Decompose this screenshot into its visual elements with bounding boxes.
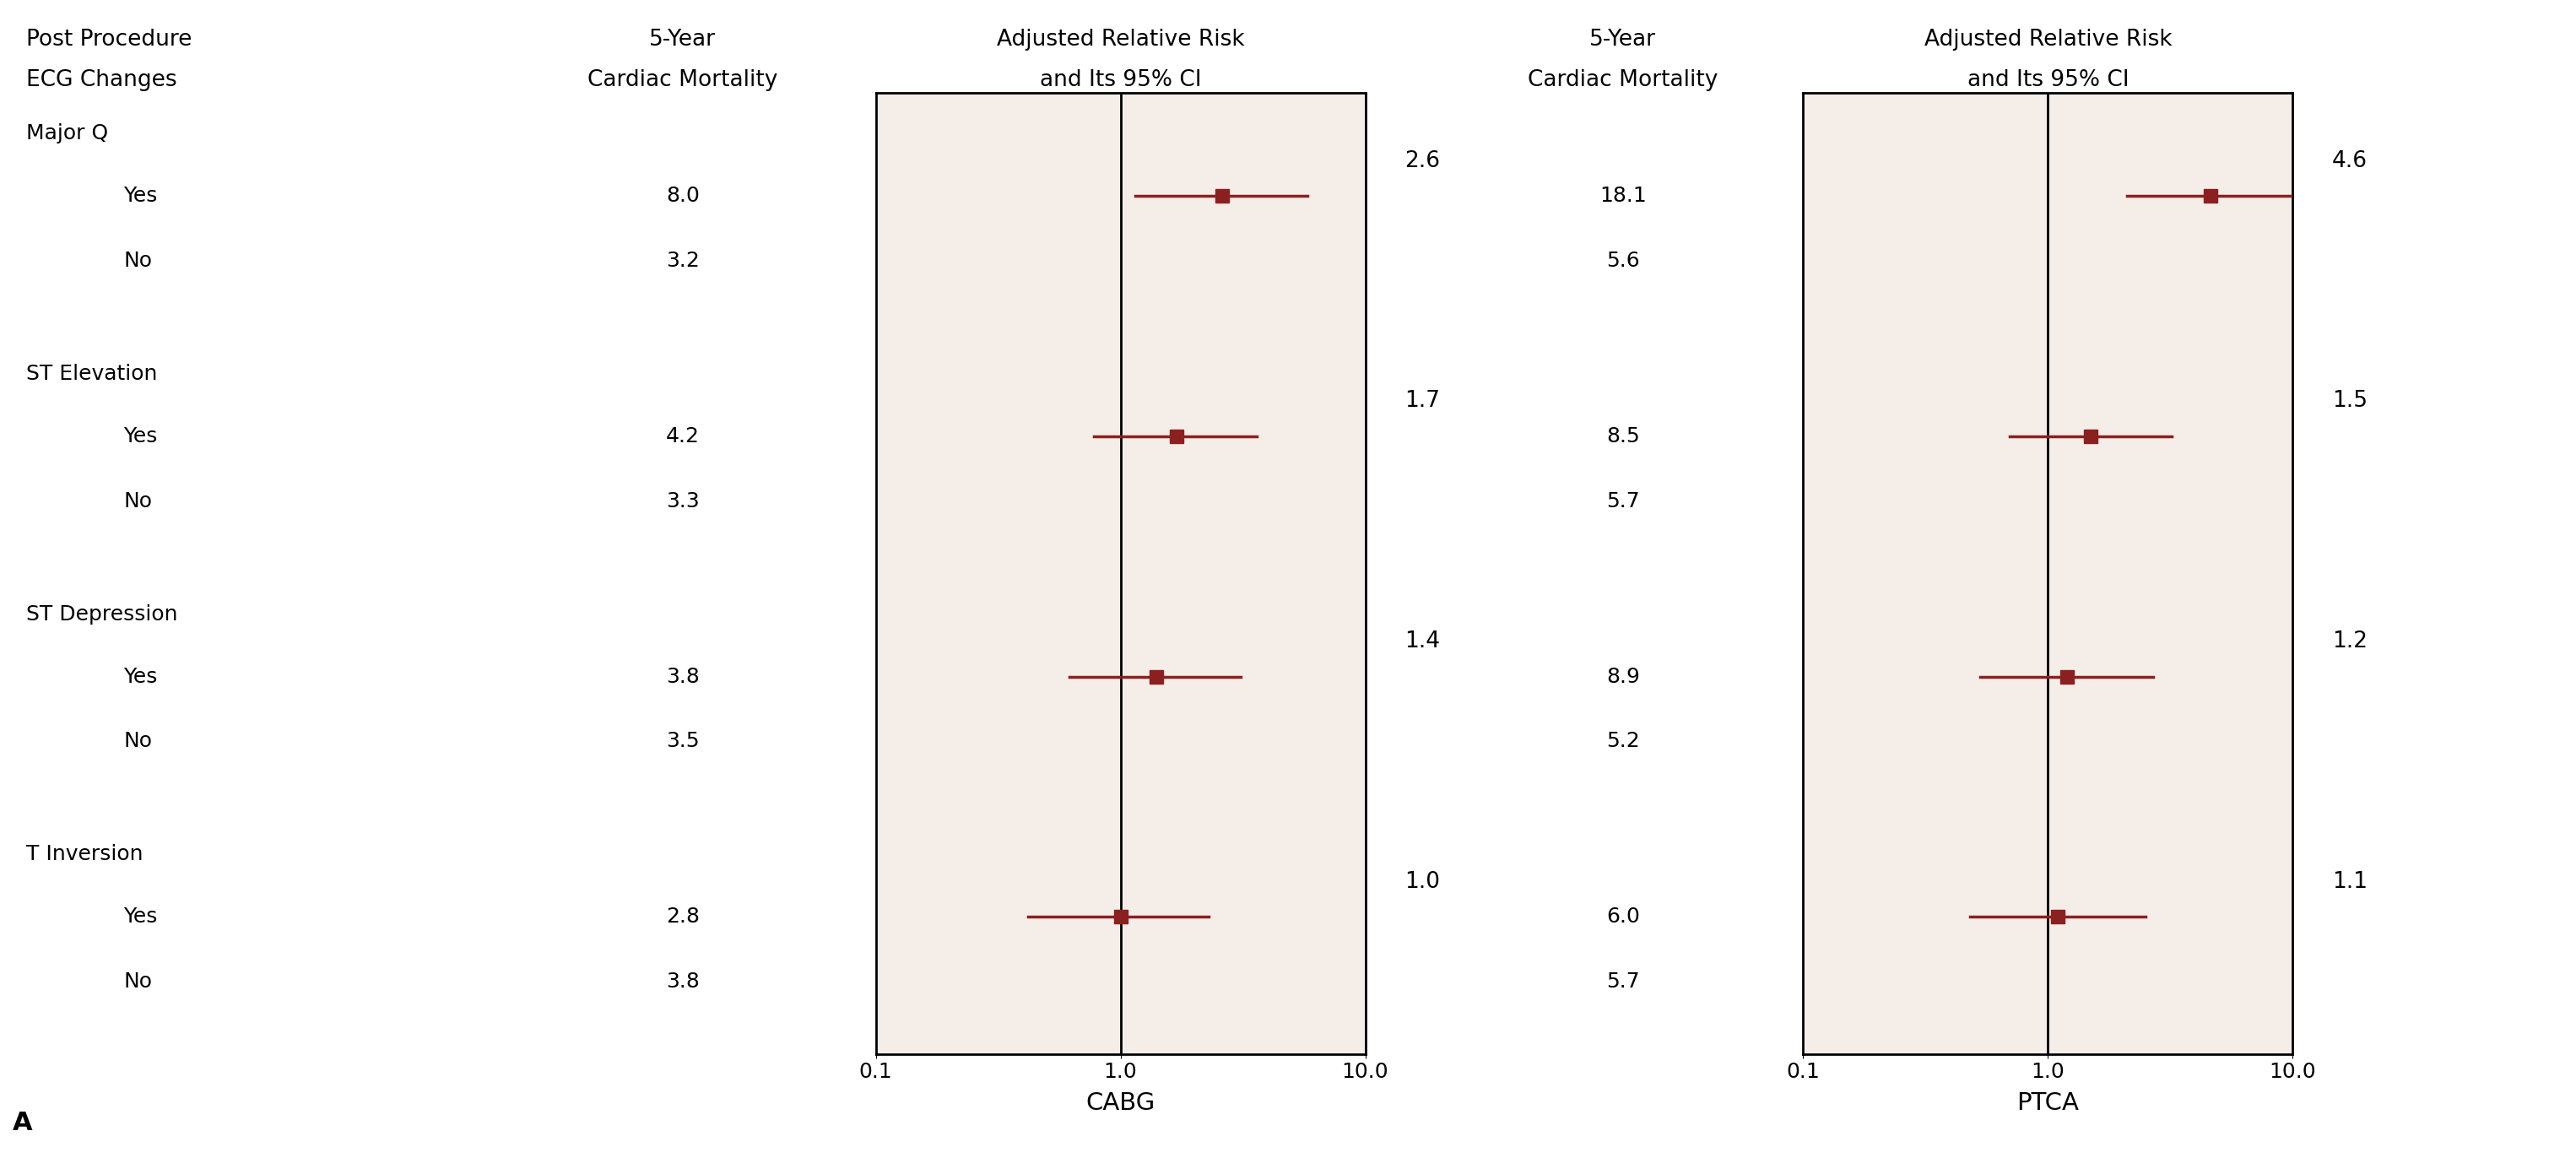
Text: 1.1: 1.1 xyxy=(2331,871,2367,893)
Text: Adjusted Relative Risk: Adjusted Relative Risk xyxy=(1924,29,2172,51)
Text: 1.5: 1.5 xyxy=(2331,390,2367,412)
Text: 5.7: 5.7 xyxy=(1607,972,1638,991)
X-axis label: PTCA: PTCA xyxy=(2017,1092,2079,1115)
Text: 5-Year: 5-Year xyxy=(1589,29,1656,51)
Text: 5-Year: 5-Year xyxy=(649,29,716,51)
Text: 6.0: 6.0 xyxy=(1605,907,1641,926)
Text: 3.8: 3.8 xyxy=(665,666,701,687)
Text: T Inversion: T Inversion xyxy=(26,844,142,865)
Text: No: No xyxy=(124,732,152,752)
Text: 8.9: 8.9 xyxy=(1605,666,1641,687)
Text: and Its 95% CI: and Its 95% CI xyxy=(1041,69,1200,91)
X-axis label: CABG: CABG xyxy=(1087,1092,1154,1115)
Text: 1.4: 1.4 xyxy=(1404,631,1440,652)
Text: No: No xyxy=(124,972,152,991)
Text: ST Elevation: ST Elevation xyxy=(26,364,157,384)
Text: 8.5: 8.5 xyxy=(1605,426,1641,446)
Text: 2.6: 2.6 xyxy=(1404,151,1440,171)
Text: 18.1: 18.1 xyxy=(1600,185,1646,206)
Text: 1.0: 1.0 xyxy=(1404,871,1440,893)
Text: No: No xyxy=(124,491,152,511)
Text: 3.2: 3.2 xyxy=(665,251,701,271)
Text: and Its 95% CI: and Its 95% CI xyxy=(1968,69,2128,91)
Text: 4.6: 4.6 xyxy=(2331,151,2367,171)
Text: Yes: Yes xyxy=(124,185,157,206)
Text: 3.8: 3.8 xyxy=(665,972,701,991)
Text: Cardiac Mortality: Cardiac Mortality xyxy=(1528,69,1718,91)
Text: Yes: Yes xyxy=(124,426,157,446)
Text: 1.7: 1.7 xyxy=(1404,390,1440,412)
Text: No: No xyxy=(124,251,152,271)
Text: Cardiac Mortality: Cardiac Mortality xyxy=(587,69,778,91)
Text: 1.2: 1.2 xyxy=(2331,631,2367,652)
Text: 3.3: 3.3 xyxy=(665,491,701,511)
Text: Major Q: Major Q xyxy=(26,124,108,144)
Text: Yes: Yes xyxy=(124,907,157,926)
Text: Adjusted Relative Risk: Adjusted Relative Risk xyxy=(997,29,1244,51)
Text: A: A xyxy=(13,1111,33,1136)
Text: 8.0: 8.0 xyxy=(665,185,701,206)
Text: 3.5: 3.5 xyxy=(667,732,698,752)
Text: 4.2: 4.2 xyxy=(665,426,701,446)
Text: 2.8: 2.8 xyxy=(665,907,701,926)
Text: Post Procedure: Post Procedure xyxy=(26,29,191,51)
Text: 5.6: 5.6 xyxy=(1605,251,1641,271)
Text: 5.7: 5.7 xyxy=(1607,491,1638,511)
Text: 5.2: 5.2 xyxy=(1605,732,1641,752)
Text: Yes: Yes xyxy=(124,666,157,687)
Text: ST Depression: ST Depression xyxy=(26,604,178,624)
Text: ECG Changes: ECG Changes xyxy=(26,69,178,91)
